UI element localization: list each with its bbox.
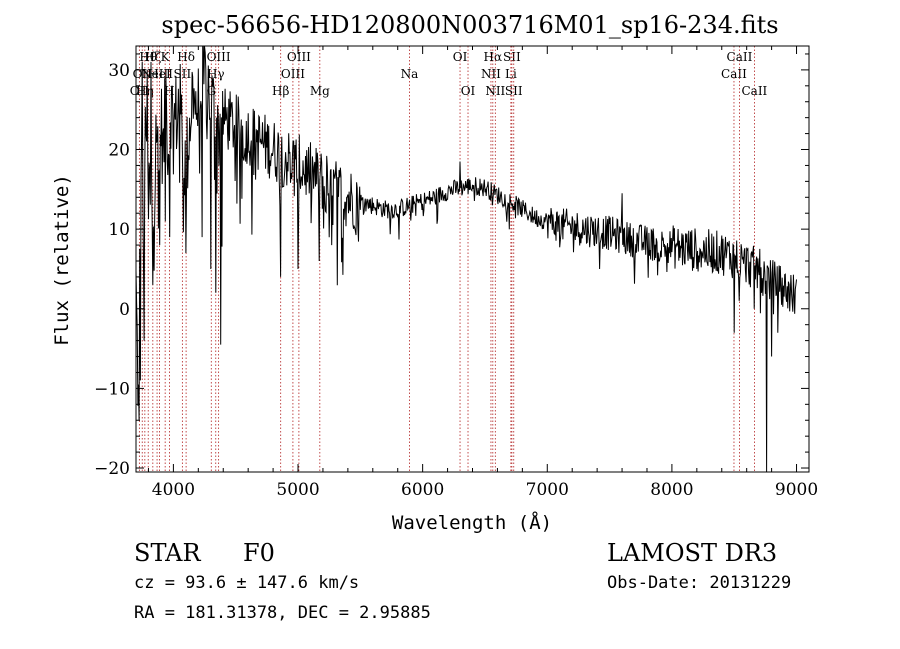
spectrum-series xyxy=(135,45,797,473)
object-subclass: F0 xyxy=(243,539,275,567)
marker-label: HeI xyxy=(148,67,171,81)
marker-label: CaII xyxy=(741,84,767,98)
marker-label: Hβ xyxy=(272,84,289,98)
x-tick-label: 6000 xyxy=(401,480,444,500)
marker-label: NII xyxy=(481,67,501,81)
marker-label: H xyxy=(164,84,174,98)
marker-label: Li xyxy=(505,67,517,81)
y-axis-label: Flux (relative) xyxy=(51,174,73,346)
x-tick-label: 7000 xyxy=(526,480,569,500)
x-tick-label: 9000 xyxy=(775,480,818,500)
coordinates: RA = 181.31378, DEC = 2.95885 xyxy=(134,603,431,623)
marker-label: OII xyxy=(130,84,150,98)
marker-label: OI xyxy=(453,50,468,64)
y-tick-label: 10 xyxy=(108,220,130,240)
axes: 4000 5000 6000 7000 8000 9000 −20 −10 0 10 20 30 xyxy=(94,46,818,500)
marker-label: OIII xyxy=(287,50,311,64)
marker-label: Na xyxy=(401,67,419,81)
redshift-text: cz = 93.6 ± 147.6 km/s xyxy=(134,573,360,593)
y-tick-label: 20 xyxy=(108,141,130,161)
x-tick-label: 5000 xyxy=(276,480,319,500)
survey-name: LAMOST DR3 xyxy=(607,539,778,567)
marker-label: SII xyxy=(505,84,523,98)
marker-label: Hα xyxy=(484,50,503,64)
marker-label: SII xyxy=(174,67,192,81)
marker-label: Hγ xyxy=(207,67,225,81)
marker-label: NII xyxy=(485,84,505,98)
marker-label: Hη xyxy=(136,84,154,98)
y-tick-label: 0 xyxy=(119,300,130,320)
chart-title: spec-56656-HD120800N003716M01_sp16-234.f… xyxy=(161,11,778,39)
obs-date: Obs-Date: 20131229 xyxy=(607,573,792,593)
marker-label: OIII xyxy=(281,67,305,81)
x-axis-label: Wavelength (Å) xyxy=(392,511,552,534)
marker-label: SII xyxy=(503,50,521,64)
marker-label: Mg xyxy=(310,84,330,98)
spectrum-line xyxy=(135,45,797,473)
marker-label: OIII xyxy=(207,50,231,64)
marker-label: K xyxy=(161,50,171,64)
y-tick-label: 30 xyxy=(108,61,130,81)
x-tick-label: 4000 xyxy=(152,480,195,500)
marker-label: OI xyxy=(461,84,476,98)
line-markers: OIIOIIHηHθHζNeIIIHeIKHSIIHδGHγOIIIHβOIII… xyxy=(130,46,768,472)
object-class: STAR xyxy=(134,539,201,567)
y-tick-label: −10 xyxy=(94,379,130,399)
y-tick-label: −20 xyxy=(94,459,130,479)
x-tick-label: 8000 xyxy=(650,480,693,500)
marker-label: CaII xyxy=(721,67,747,81)
marker-label: CaII xyxy=(727,50,753,64)
marker-label: Hδ xyxy=(177,50,195,64)
